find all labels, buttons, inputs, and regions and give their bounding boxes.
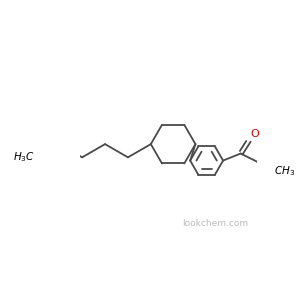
Text: lookchem.com: lookchem.com [182,219,248,228]
Text: $\mathit{CH_3}$: $\mathit{CH_3}$ [274,164,295,178]
Text: $\mathit{H_3C}$: $\mathit{H_3C}$ [13,150,35,164]
Text: O: O [251,129,260,139]
